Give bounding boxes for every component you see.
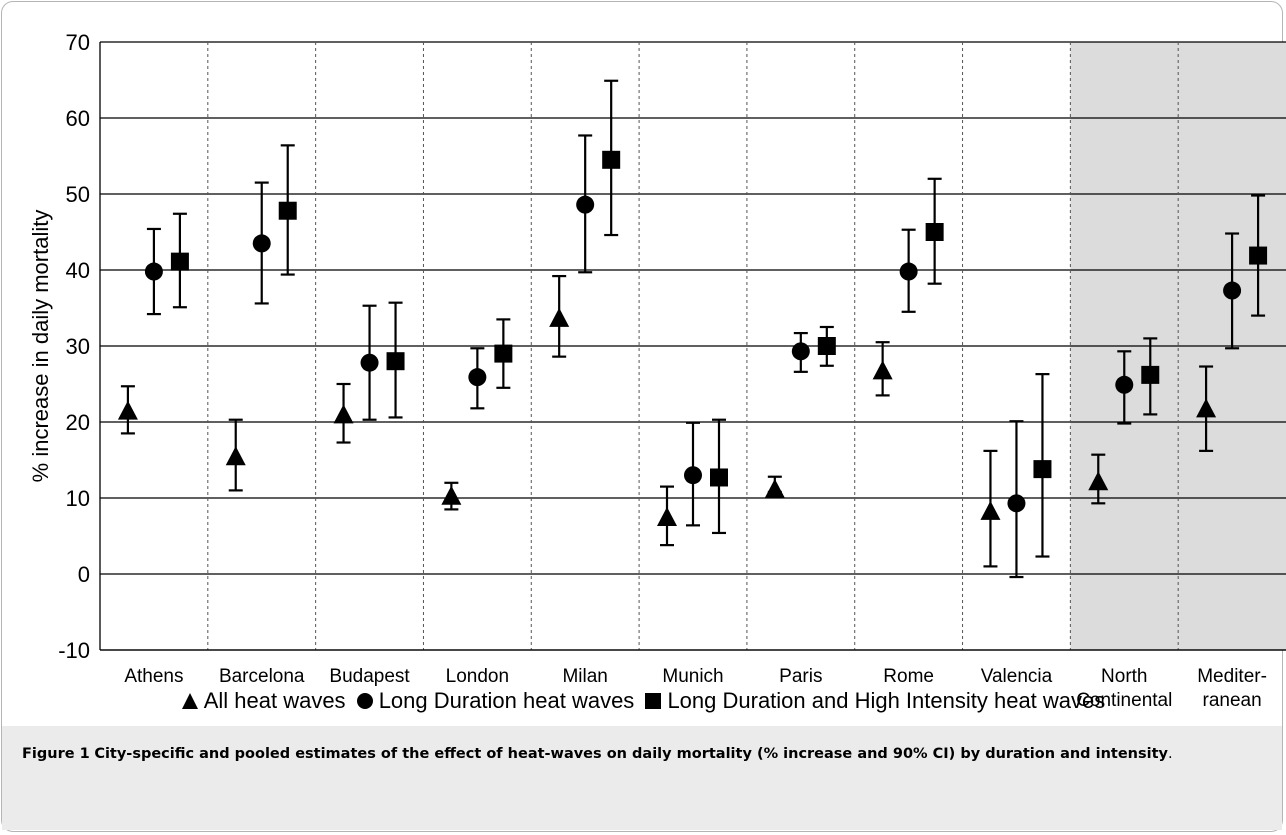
triangle-point (225, 446, 246, 466)
triangle-icon (181, 693, 198, 710)
x-tick-label: Barcelona (219, 666, 305, 687)
y-tick-label: 0 (78, 562, 90, 587)
triangle-point (764, 478, 785, 498)
legend-entry-long: Long Duration heat waves (356, 687, 641, 714)
y-axis-label: % increase in daily mortality (28, 210, 53, 483)
triangle-point (333, 404, 354, 424)
square-point (278, 201, 297, 220)
square-point (1141, 365, 1160, 384)
x-tick-label: Athens (124, 666, 183, 687)
circle-point (1223, 281, 1242, 300)
square-point (602, 150, 621, 169)
legend: All heat waves Long Duration heat waves … (0, 687, 1286, 717)
square-point (925, 223, 944, 241)
x-tick-label: Munich (662, 666, 723, 687)
chart: -10 0 10 20 30 40 50 60 70 Athens Barcelona Budapes… (28, 30, 1286, 711)
square-point (386, 352, 405, 371)
legend-entry-all: All heat waves (181, 687, 352, 714)
circle-point (899, 262, 918, 281)
square-point (170, 252, 189, 271)
circle-point (684, 466, 702, 485)
square-point (1033, 460, 1052, 479)
triangle-point (441, 485, 462, 505)
y-tick-label: 70 (66, 30, 90, 55)
triangle-point (1088, 471, 1109, 491)
square-icon (645, 693, 662, 710)
square-point (494, 344, 513, 363)
circle-point (791, 342, 810, 361)
x-tick-label-line2: ranean (1203, 690, 1262, 711)
triangle-point (872, 360, 893, 380)
y-tick-label: -10 (58, 638, 90, 663)
caption-band (2, 726, 1282, 830)
y-tick-label: 10 (66, 486, 90, 511)
x-tick-label: Valencia (981, 666, 1053, 687)
triangle-point (1196, 398, 1217, 418)
caption-label: Figure 1 (22, 746, 90, 762)
caption-end: . (1167, 746, 1173, 762)
x-tick-label: Mediter- (1197, 666, 1267, 687)
triangle-point (980, 500, 1001, 520)
circle-point (1007, 494, 1026, 513)
legend-label-long-high: Long Duration and High Intensity heat wa… (667, 688, 1106, 714)
circle-point (576, 195, 595, 214)
x-tick-label: Paris (779, 666, 822, 687)
caption-text: City-specific and pooled estimates of th… (94, 746, 1168, 762)
y-tick-label: 40 (66, 258, 90, 283)
circle-point (144, 262, 163, 281)
x-tick-label-line2: Continental (1076, 690, 1172, 711)
y-tick-label: 50 (66, 182, 90, 207)
circle-point (468, 368, 487, 387)
triangle-point (657, 507, 677, 526)
figure-caption: Figure 1 City-specific and pooled estima… (22, 741, 1262, 768)
square-point (817, 337, 836, 355)
y-tick-label: 20 (66, 410, 90, 435)
triangle-point (549, 307, 570, 327)
circle-point (360, 353, 379, 372)
square-point (710, 468, 728, 487)
square-point (1249, 246, 1268, 265)
circle-point (252, 234, 271, 253)
triangle-point (117, 400, 138, 420)
x-tick-label: Rome (883, 666, 934, 687)
y-tick-label: 60 (66, 106, 90, 131)
legend-label-all: All heat waves (203, 688, 346, 714)
x-tick-label: Budapest (329, 666, 410, 687)
x-tick-label: Milan (562, 666, 607, 687)
legend-label-long: Long Duration heat waves (378, 688, 635, 714)
circle-icon (356, 693, 373, 710)
x-tick-label: North (1101, 666, 1147, 687)
y-tick-label: 30 (66, 334, 90, 359)
legend-entry-long-high: Long Duration and High Intensity heat wa… (644, 687, 1106, 714)
circle-point (1115, 375, 1134, 394)
x-tick-label: London (446, 666, 509, 687)
